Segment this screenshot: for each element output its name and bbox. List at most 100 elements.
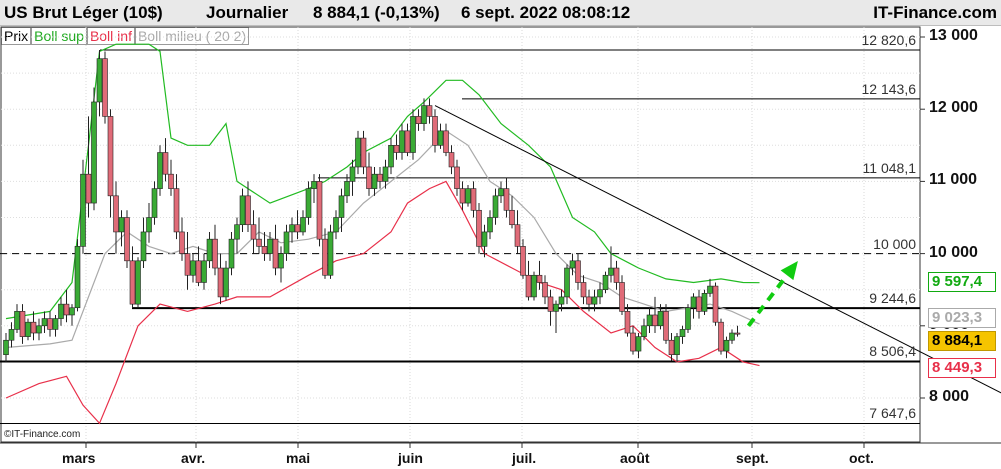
candle-body (366, 166, 372, 189)
candle-body (322, 238, 328, 276)
candle-body (718, 321, 724, 352)
candle-body (272, 238, 279, 269)
x-tick-label: sept. (736, 450, 769, 466)
level-label: 11 048,1 (862, 159, 916, 176)
candle-body (421, 105, 427, 124)
y-tick-label: 13 000 (929, 27, 978, 44)
header-bar: US Brut Léger (10$) Journalier 8 884,1 (… (0, 0, 1001, 26)
candle-body (564, 267, 570, 298)
candle-body (256, 238, 262, 247)
candle-body (201, 260, 207, 283)
x-tick-label: juil. (512, 450, 537, 466)
candle-body (344, 181, 350, 197)
candle-body (305, 188, 312, 218)
candle-body (355, 137, 361, 168)
candle-body (454, 166, 460, 189)
x-tick-label: mai (286, 450, 311, 466)
candle-body (96, 58, 103, 103)
candle-body (602, 274, 609, 291)
candle-body (509, 209, 515, 226)
candle-body (525, 274, 532, 298)
candle-body (245, 195, 251, 226)
trendline (434, 105, 1001, 394)
y-tick-label: 8 000 (929, 388, 970, 405)
candle-body (58, 303, 64, 319)
candle-body (652, 314, 658, 327)
candle-body (300, 217, 306, 233)
candle-body (360, 137, 367, 168)
period-label: Journalier (206, 3, 289, 22)
candle-body (157, 152, 163, 189)
candle-body (190, 260, 196, 276)
legend-boll-mid[interactable]: Boll milieu ( 20 2) (134, 27, 250, 45)
candle-body (250, 224, 257, 240)
candle-body (503, 188, 510, 211)
candle-body (113, 195, 119, 233)
candle-body (476, 209, 482, 247)
brand-label: IT-Finance.com (873, 3, 997, 22)
candle-body (349, 166, 356, 182)
candle-body (679, 329, 686, 337)
y-tick-label: 11 000 (929, 171, 978, 189)
candle-body (311, 181, 317, 189)
candle-body (668, 339, 675, 355)
candle-body (569, 260, 576, 269)
candle-body (553, 303, 559, 312)
quote-label: 8 884,1 (-0,13%) (313, 3, 440, 22)
candle-body (195, 260, 202, 283)
candle-body (635, 336, 642, 352)
candle-body (630, 332, 636, 352)
legend-boll-inf[interactable]: Boll inf (86, 27, 135, 45)
x-tick-label: mars (62, 450, 96, 466)
candle-body (371, 173, 378, 189)
legend-boll-sup[interactable]: Boll sup (31, 27, 87, 45)
x-tick-label: août (620, 450, 650, 466)
candle-body (129, 260, 136, 305)
candle-body (536, 274, 543, 283)
candle-body (234, 224, 240, 240)
candle-body (223, 267, 229, 298)
level-label: 8 506,4 (869, 343, 916, 360)
price-tag: 8 449,3 (928, 358, 996, 378)
candle-body (41, 318, 48, 327)
candle-body (696, 296, 702, 312)
x-tick-label: avr. (181, 450, 206, 466)
candle-body (432, 116, 438, 146)
price-tag: 8 884,1 (928, 331, 996, 351)
candle-body (690, 296, 697, 309)
candle-body (388, 145, 394, 168)
candle-body (608, 267, 614, 276)
level-label: 12 143,6 (861, 80, 917, 97)
forecast-arrow (746, 274, 789, 328)
candle-body (63, 303, 70, 316)
instrument-title: US Brut Léger (10$) (4, 3, 163, 22)
candle-body (107, 116, 114, 197)
candle-body (597, 289, 603, 298)
candle-body (69, 307, 75, 316)
forecast-arrow-head (780, 260, 798, 281)
candle-body (278, 253, 284, 269)
candle-body (558, 296, 565, 305)
candle-body (8, 329, 15, 341)
candle-body (481, 231, 488, 247)
candle-body (498, 188, 504, 197)
candle-body (25, 321, 31, 337)
candle-body (591, 296, 598, 305)
candle-body (102, 58, 108, 117)
candle-body (580, 282, 587, 298)
boll-inf-line (5, 180, 760, 425)
candle-body (415, 116, 422, 124)
candle-body (283, 231, 290, 254)
candle-body (531, 274, 537, 298)
y-tick-label: 10 000 (929, 243, 978, 261)
candle-body (327, 231, 334, 276)
candle-body (47, 318, 53, 330)
candle-body (443, 130, 449, 153)
candle-body (729, 332, 735, 341)
legend-price[interactable]: Prix (1, 27, 32, 45)
candle-body (487, 217, 493, 233)
candle-body (118, 217, 125, 233)
candle-body (162, 152, 169, 175)
candle-body (712, 285, 719, 323)
